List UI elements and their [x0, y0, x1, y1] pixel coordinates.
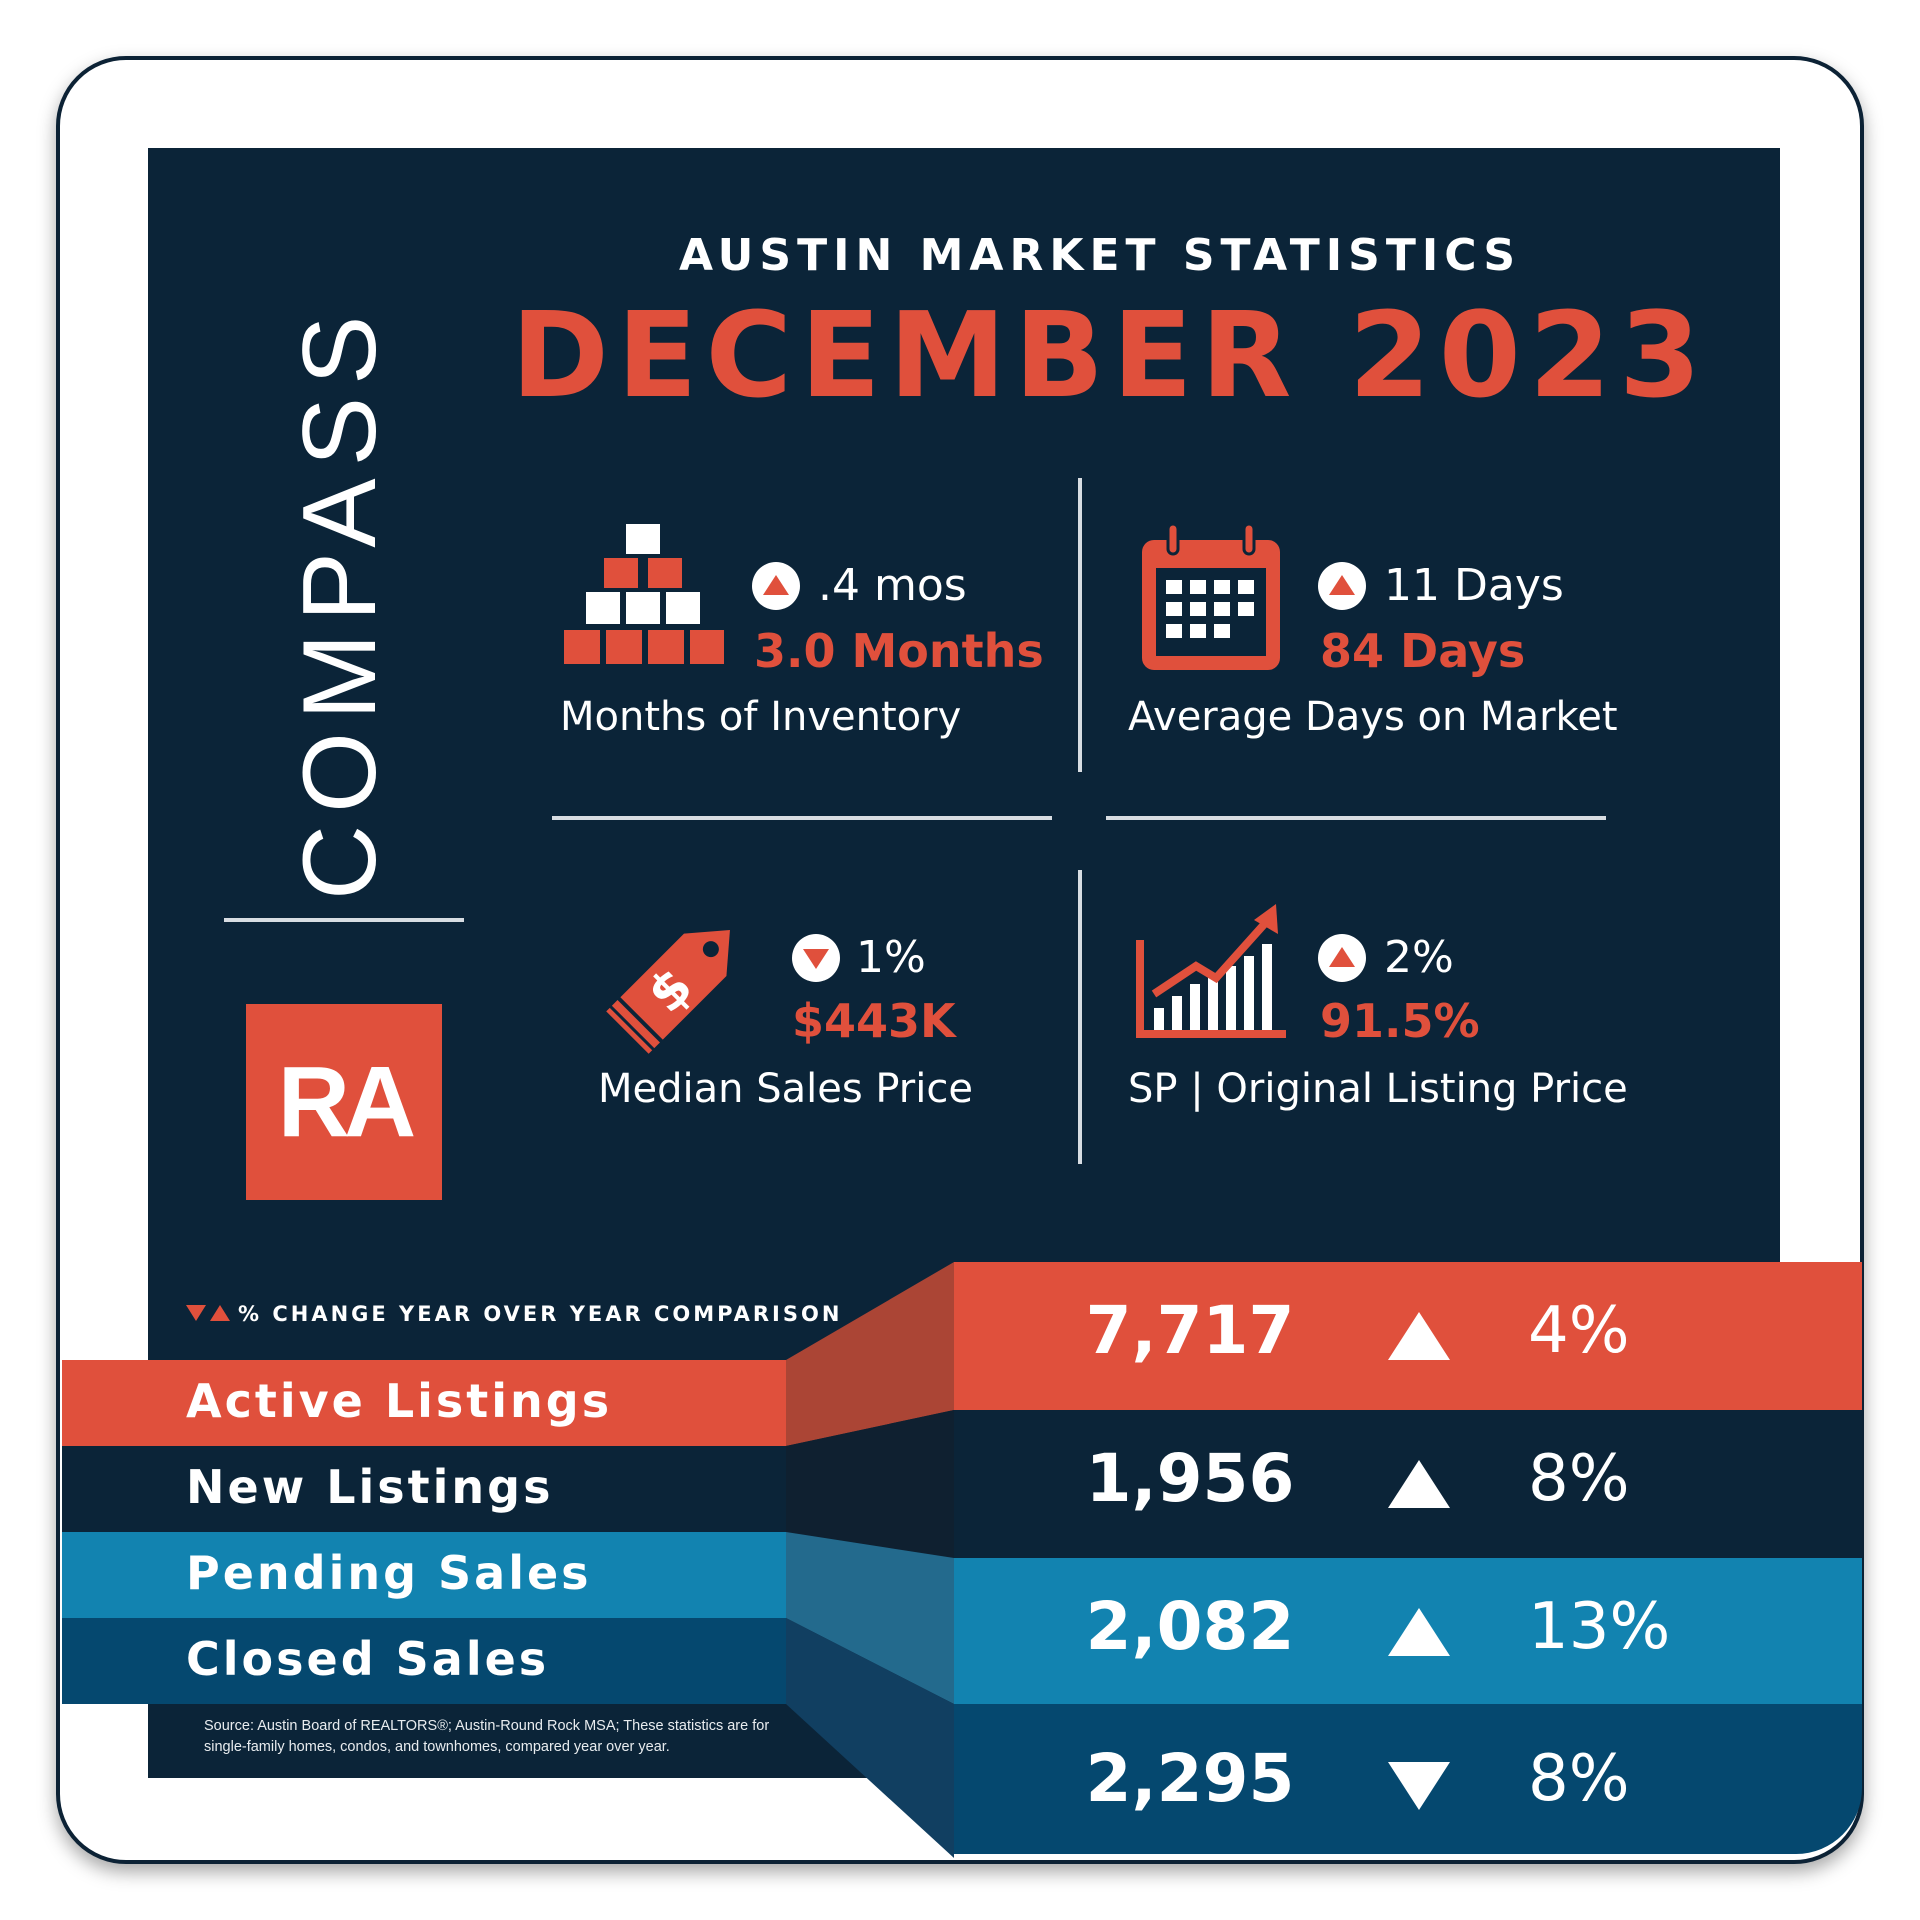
row-label: Active Listings: [186, 1374, 613, 1428]
arrow-up-icon: [1318, 934, 1366, 982]
arrow-up-icon: [1318, 562, 1366, 610]
row-value: 7,717: [1085, 1292, 1295, 1369]
band-connectors: [786, 1262, 954, 1858]
row-change: 8%: [1528, 1442, 1630, 1516]
stat-change: 2%: [1384, 932, 1454, 983]
legend: % CHANGE YEAR OVER YEAR COMPARISON: [184, 1302, 842, 1326]
stat-change: 11 Days: [1384, 560, 1564, 611]
band-new: [62, 1446, 786, 1532]
stat-value: 3.0 Months: [754, 624, 1044, 678]
heading-small: AUSTIN MARKET STATISTICS: [678, 230, 1522, 281]
row-change: 13%: [1528, 1590, 1671, 1664]
row-value: 2,082: [1085, 1588, 1295, 1665]
band-closed: [62, 1618, 786, 1704]
row-value: 2,295: [1085, 1740, 1295, 1817]
arrow-down-icon: [792, 934, 840, 982]
row-label: Closed Sales: [186, 1632, 550, 1686]
price-tag-icon: $: [604, 896, 764, 1060]
stat-label: SP | Original Listing Price: [1128, 1066, 1628, 1112]
divider: [1106, 816, 1606, 820]
stat-value: $443K: [792, 994, 956, 1048]
stat-change: .4 mos: [818, 560, 967, 611]
calendar-icon: [1138, 520, 1284, 678]
arrow-up-icon: [752, 562, 800, 610]
stat-value: 84 Days: [1320, 624, 1526, 678]
stat-change: 1%: [856, 932, 926, 983]
divider: [552, 816, 1052, 820]
arrow-up-icon: [1388, 1460, 1450, 1508]
divider: [1078, 870, 1082, 1164]
band-active: [62, 1360, 786, 1446]
source-panel: [148, 1704, 786, 1778]
legend-arrows-icon: [186, 1305, 230, 1321]
row-value: 1,956: [1085, 1440, 1295, 1517]
stat-value: 91.5%: [1320, 994, 1480, 1048]
arrow-up-icon: [1388, 1608, 1450, 1656]
stat-label: Median Sales Price: [598, 1066, 973, 1112]
source-note: Source: Austin Board of REALTORS®; Austi…: [204, 1718, 770, 1755]
row-change: 8%: [1528, 1742, 1630, 1816]
compass-logo: COMPASS: [282, 303, 398, 900]
row-change: 4%: [1528, 1294, 1630, 1368]
stat-label: Average Days on Market: [1128, 694, 1618, 740]
heading-big: DECEMBER 2023: [510, 286, 1710, 424]
arrow-up-icon: [1388, 1312, 1450, 1360]
bar-chart-icon: [1136, 900, 1288, 1044]
arrow-down-icon: [1388, 1762, 1450, 1810]
row-label: Pending Sales: [186, 1546, 592, 1600]
legend-text: % CHANGE YEAR OVER YEAR COMPARISON: [238, 1302, 843, 1326]
boxes-icon: [562, 520, 726, 682]
divider: [224, 918, 464, 922]
row-label: New Listings: [186, 1460, 554, 1514]
band-pending: [62, 1532, 786, 1618]
divider: [1078, 478, 1082, 772]
ra-logo: RA: [246, 1004, 442, 1200]
stat-label: Months of Inventory: [560, 694, 962, 740]
